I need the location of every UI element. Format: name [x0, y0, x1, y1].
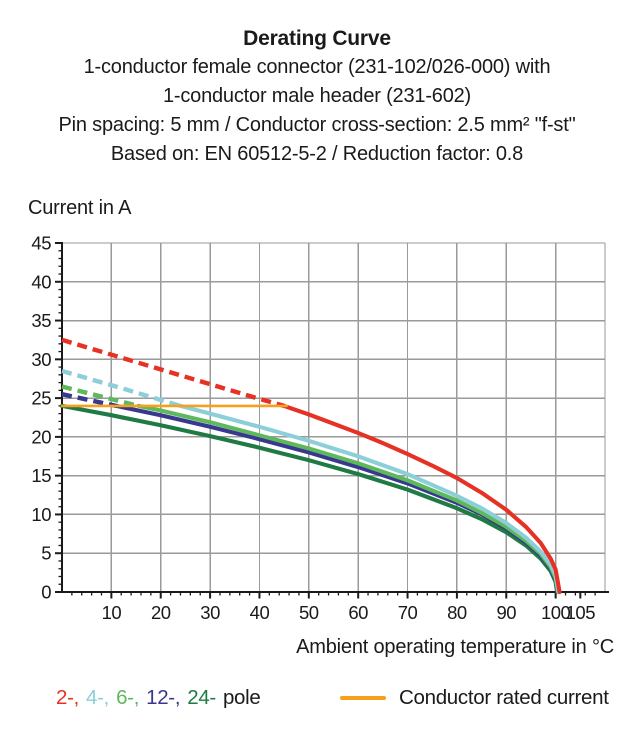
y-tick-label: 40	[31, 271, 51, 292]
legend-6-pole: 6-,	[116, 686, 140, 709]
y-tick-label: 35	[31, 310, 51, 331]
figure-title: Derating Curve	[243, 27, 391, 50]
x-tick-label: 40	[250, 602, 270, 623]
legend-12-pole: 12-,	[146, 686, 181, 709]
x-tick-label: 100	[541, 602, 571, 623]
legend-pole-suffix: pole	[222, 686, 261, 709]
curve-4-pole-dashed	[61, 368, 182, 409]
figure-header: Derating Curve 1-conductor female connec…	[0, 24, 634, 169]
x-axis-title: Ambient operating temperature in °C	[296, 636, 614, 658]
curve-6-pole-dashed	[61, 384, 140, 409]
y-tick-label: 10	[31, 504, 51, 525]
curve-12-pole-dashed	[61, 392, 117, 409]
rated-current-line-swatch	[340, 696, 386, 700]
curve-24-pole	[59, 403, 560, 595]
curve-2-pole	[282, 403, 562, 595]
y-tick-label: 20	[31, 426, 51, 447]
y-tick-label: 45	[31, 233, 51, 254]
subtitle-line-4: Based on: EN 60512-5-2 / Reduction facto…	[110, 143, 524, 165]
x-tick-label: 30	[200, 602, 220, 623]
x-tick-label: 70	[398, 602, 418, 623]
subtitle-line-3: Pin spacing: 5 mm / Conductor cross-sect…	[58, 114, 576, 136]
legend-24-pole: 24-	[187, 686, 216, 709]
x-tick-label: 90	[496, 602, 516, 623]
y-axis-title: Current in A	[28, 197, 132, 219]
y-tick-label: 0	[41, 582, 51, 603]
rated-current-label: Conductor rated current	[399, 686, 609, 709]
y-tick-label: 30	[31, 349, 51, 370]
subtitle-line-1: 1-conductor female connector (231-102/02…	[83, 56, 551, 78]
y-tick-label: 25	[31, 388, 51, 409]
rated-current-legend: Conductor rated current	[340, 686, 609, 710]
y-tick-label: 5	[41, 543, 51, 564]
subtitle-line-2: 1-conductor male header (231-602)	[162, 85, 472, 107]
pole-legend: 2-, 4-, 6-, 12-, 24- pole	[56, 686, 261, 710]
y-tick-label: 15	[31, 465, 51, 486]
curve-4-pole	[178, 403, 561, 595]
x-tick-label: 10	[102, 602, 122, 623]
x-tick-label: 50	[299, 602, 319, 623]
x-tick-label: 80	[447, 602, 467, 623]
legend-2-pole: 2-,	[56, 686, 80, 709]
x-tick-label: 105	[566, 602, 596, 623]
legend-4-pole: 4-,	[86, 686, 110, 709]
curve-2-pole-dashed	[61, 337, 285, 409]
x-tick-label: 60	[348, 602, 368, 623]
x-tick-label: 20	[151, 602, 171, 623]
